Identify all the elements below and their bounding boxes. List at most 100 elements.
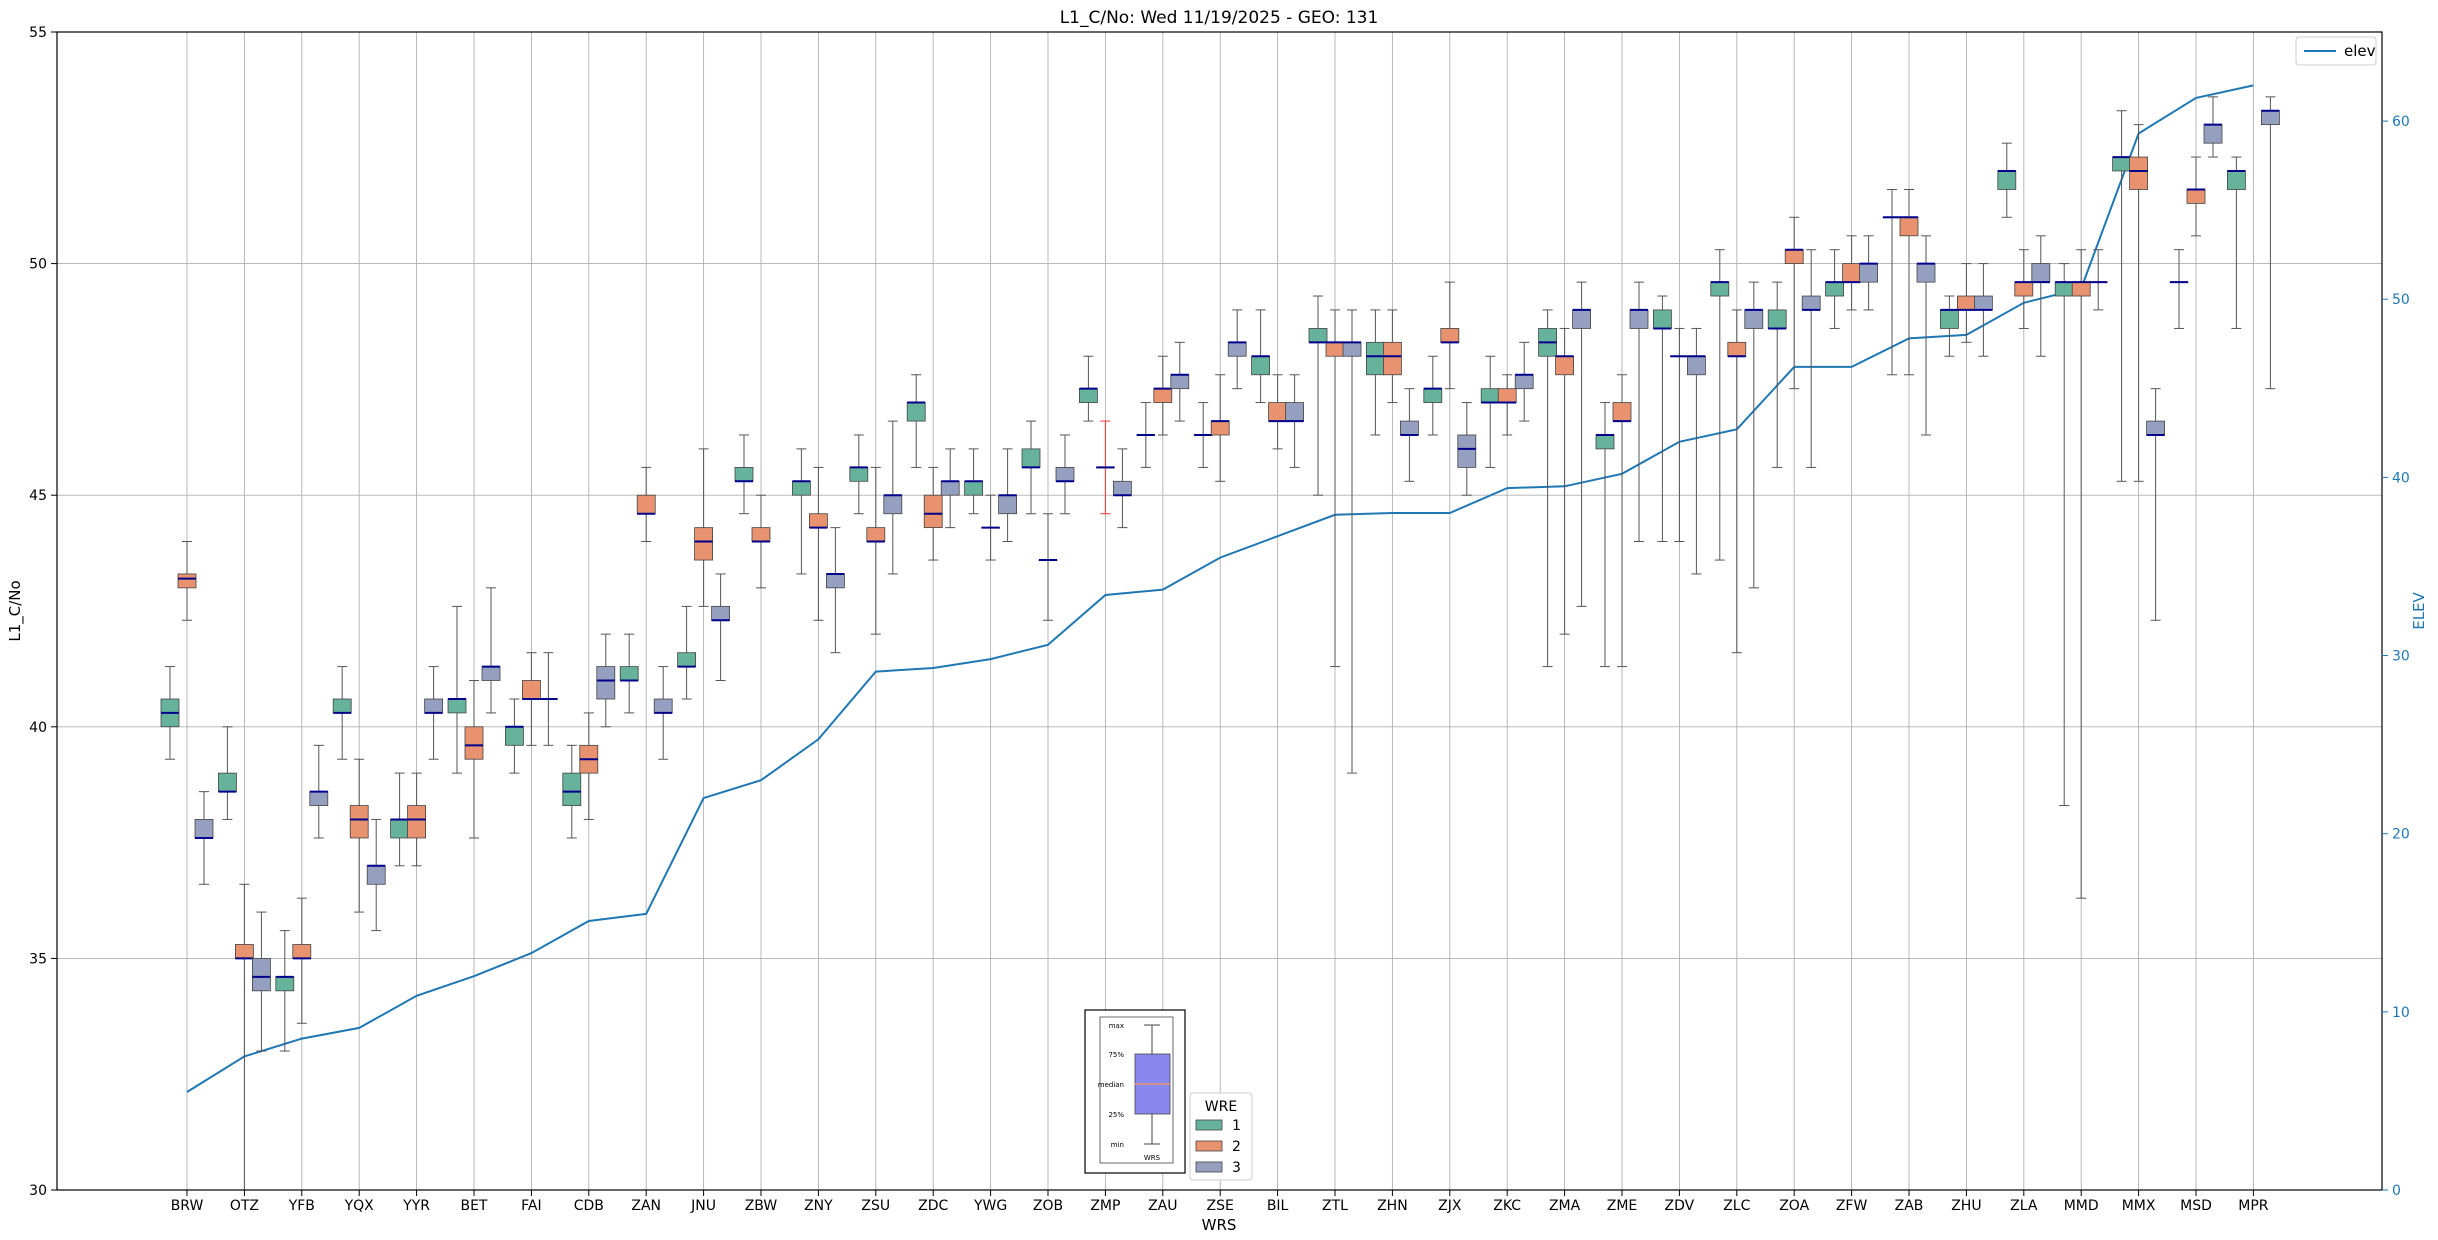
box-body — [2203, 124, 2223, 144]
box-ywg-wre1 — [964, 448, 983, 515]
x-tick-label: CDB — [574, 1198, 604, 1214]
box-body — [2112, 156, 2132, 172]
key-label-min: min — [1111, 1141, 1124, 1149]
box-body — [1227, 341, 1247, 357]
box-zse-wre3 — [1227, 309, 1247, 390]
box-body — [694, 527, 713, 561]
box-body — [504, 726, 524, 746]
box-body — [390, 819, 410, 839]
box-body — [1440, 328, 1460, 343]
box-body — [2260, 110, 2280, 126]
box-zmp-wre3 — [1113, 448, 1132, 529]
box-body — [1423, 388, 1443, 403]
box-body — [1784, 249, 1804, 264]
box-zsu-wre2 — [866, 466, 886, 635]
x-tick-label: YFB — [288, 1198, 315, 1214]
x-tick-label: ZNY — [804, 1198, 833, 1214]
box-body — [1859, 263, 1878, 283]
box-fai-wre1 — [504, 698, 524, 774]
box-body — [751, 527, 771, 542]
box-mpr-wre3 — [2260, 96, 2280, 390]
box-zny-wre3 — [826, 527, 845, 654]
x-tick-label: YQX — [344, 1198, 375, 1214]
wre-swatch-2 — [1195, 1140, 1223, 1152]
box-body — [1744, 309, 1764, 329]
box-body — [1997, 170, 2017, 190]
y-tick-label: 45 — [29, 488, 47, 504]
box-zlc-wre3 — [1744, 281, 1764, 589]
wre-label-3: 3 — [1232, 1160, 1241, 1176]
x-tick-label: ZSU — [861, 1198, 890, 1214]
box-body — [1687, 355, 1706, 376]
box-zan-wre2 — [636, 466, 656, 543]
box-body — [964, 480, 983, 496]
box-body — [1629, 309, 1649, 329]
box-zbw-wre2 — [751, 494, 771, 589]
box-key-legend: max 75% median 25% min WRS — [1084, 1009, 1186, 1174]
box-zkc-wre3 — [1514, 341, 1534, 422]
box-fai-wre2 — [522, 652, 541, 746]
box-body — [1727, 341, 1747, 357]
box-body — [2014, 281, 2034, 297]
box-yfb-wre3 — [309, 744, 329, 839]
box-yyr-wre3 — [424, 666, 444, 760]
x-tick-label: ZHN — [1377, 1198, 1408, 1214]
box-body — [636, 494, 656, 515]
box-zfw-wre1 — [1825, 249, 1844, 329]
box-body — [1170, 374, 1190, 390]
box-zsu-wre1 — [849, 434, 869, 515]
x-tick-label: MPR — [2238, 1198, 2269, 1214]
box-otz-wre3 — [251, 911, 271, 1052]
box-zjx-wre1 — [1423, 355, 1443, 436]
box-body — [2186, 189, 2206, 204]
box-bil-wre1 — [1251, 309, 1270, 404]
y-axis-label: L1_C/No — [6, 580, 25, 641]
box-bil-wre3 — [1285, 374, 1304, 468]
box-body — [826, 573, 845, 589]
box-zdv-wre2 — [1670, 327, 1689, 543]
y-tick-label: 55 — [29, 25, 47, 41]
x-tick-label: YYR — [402, 1198, 430, 1214]
box-body — [596, 666, 616, 700]
box-body — [424, 698, 444, 714]
box-body — [792, 480, 811, 496]
box-zla-wre2 — [2014, 249, 2034, 329]
box-body — [1514, 374, 1534, 390]
box-zla-wre3 — [2031, 235, 2051, 357]
wre-legend-title: WRE — [1205, 1099, 1237, 1115]
elev-legend-label: elev — [2344, 42, 2376, 60]
y-tick-label: 40 — [29, 720, 47, 736]
box-mmd-wre3 — [2088, 249, 2108, 311]
box-body — [1366, 341, 1385, 376]
box-body — [1940, 309, 1959, 329]
key-label-q3: 75% — [1108, 1051, 1124, 1059]
box-body — [1400, 420, 1419, 436]
box-zse-wre2 — [1210, 374, 1230, 482]
box-zny-wre1 — [792, 448, 811, 575]
box-zma-wre3 — [1572, 281, 1591, 607]
box-body — [1251, 355, 1270, 376]
box-body — [1957, 295, 1976, 311]
box-body — [1612, 402, 1632, 422]
box-mmx-wre2 — [2129, 124, 2149, 482]
box-body — [619, 666, 639, 681]
box-body — [677, 652, 696, 667]
box-zhn-wre1 — [1366, 309, 1385, 436]
box-body — [653, 698, 673, 714]
wre-label-2: 2 — [1232, 1139, 1241, 1155]
box-body — [2129, 156, 2149, 190]
box-body — [251, 958, 271, 992]
box-body — [177, 573, 197, 589]
box-body — [522, 680, 541, 700]
box-body — [1480, 388, 1500, 403]
box-body — [1595, 434, 1615, 450]
y2-tick-label: 60 — [2392, 114, 2410, 130]
key-caption: WRS — [1144, 1154, 1161, 1162]
box-body — [2054, 281, 2074, 297]
box-yfb-wre1 — [275, 930, 295, 1052]
plot-frame — [56, 31, 2383, 1191]
x-tick-label: MMX — [2122, 1198, 2156, 1214]
y2-tick-label: 20 — [2392, 827, 2410, 843]
box-body — [906, 402, 926, 422]
box-zoa-wre2 — [1784, 216, 1804, 390]
